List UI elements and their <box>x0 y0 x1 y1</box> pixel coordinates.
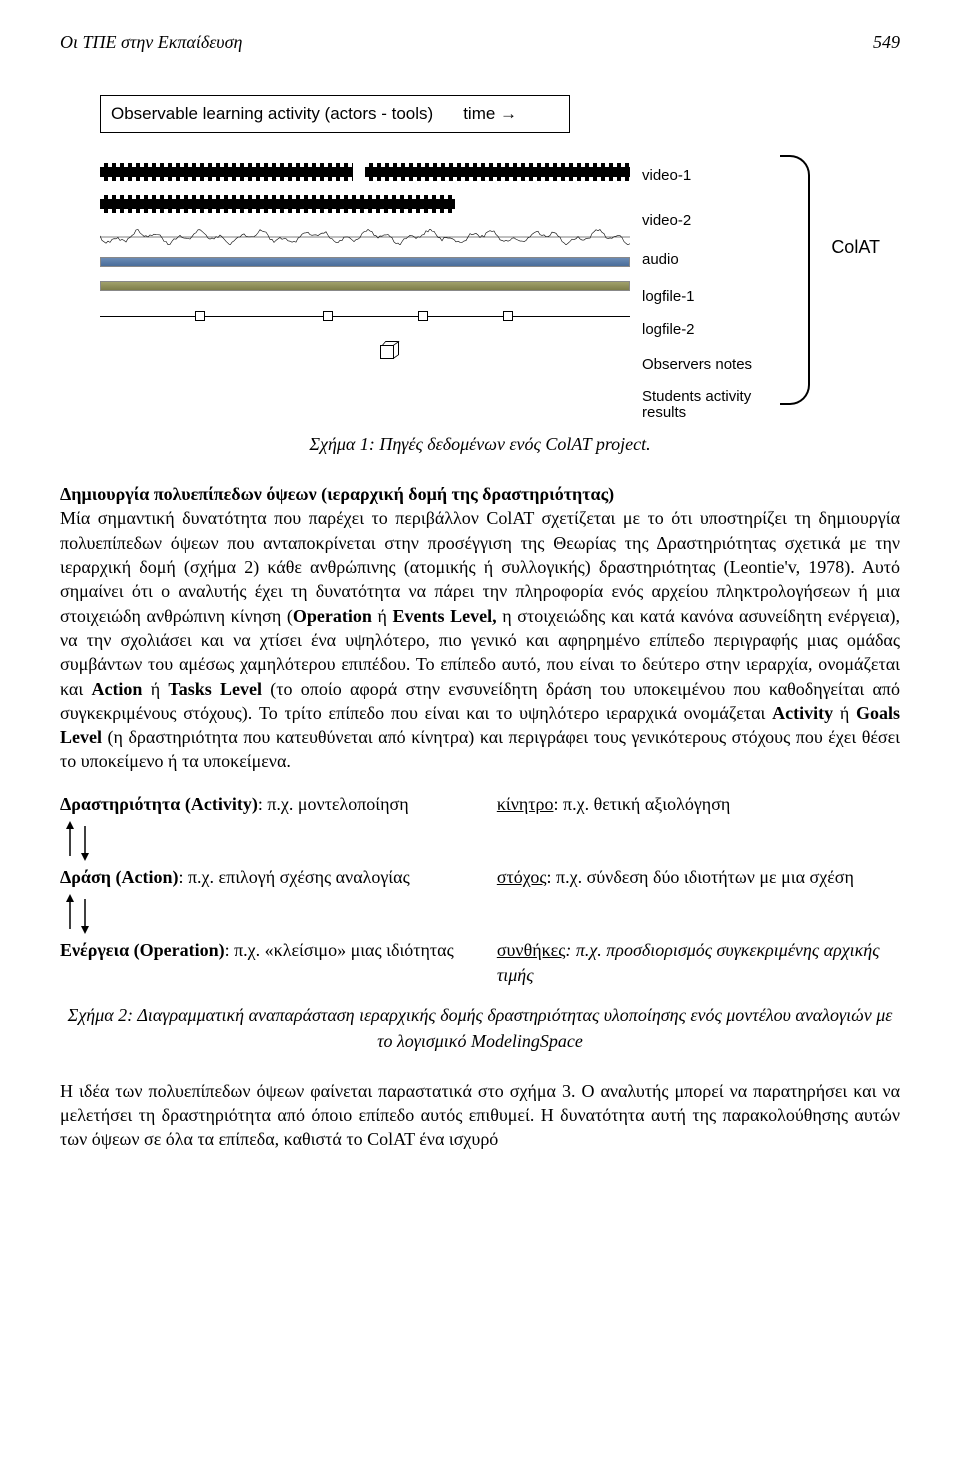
note-mark <box>503 311 513 321</box>
s2r1rr: : π.χ. θετική αξιολόγηση <box>554 794 731 814</box>
figure2-caption: Σχήμα 2: Διαγραμματική αναπαράσταση ιερα… <box>60 1003 900 1053</box>
observable-text: Observable learning activity (actors - t… <box>111 102 433 126</box>
s2r3lb: Ενέργεια (Operation) <box>60 940 225 960</box>
observable-box: Observable learning activity (actors - t… <box>100 95 570 133</box>
label-notes: Observers notes <box>642 354 762 375</box>
note-mark <box>418 311 428 321</box>
paragraph-1: Δημιουργία πολυεπίπεδων όψεων (ιεραρχική… <box>60 482 900 774</box>
p1-b4: Tasks Level <box>168 679 262 699</box>
note-mark <box>195 311 205 321</box>
logfile1-bar <box>100 257 630 267</box>
p1-b1: Operation <box>293 606 372 626</box>
s2r2ru: στόχος <box>497 867 547 887</box>
p1-suf: (η δραστηριότητα που κατευθύνεται από κί… <box>60 727 900 771</box>
p1-b3: Action <box>91 679 142 699</box>
arrows-2 <box>60 894 900 934</box>
label-logfile2: logfile-2 <box>642 319 762 340</box>
bracket <box>780 155 810 405</box>
label-logfile1: logfile-1 <box>642 286 762 307</box>
p1-m5: ή <box>833 703 856 723</box>
bracket-label: ColAT <box>831 235 880 260</box>
paragraph-2: Η ιδέα των πολυεπίπεδων όψεων φαίνεται π… <box>60 1079 900 1152</box>
audio-wave <box>100 227 630 243</box>
notes-line <box>100 305 630 317</box>
label-video2: video-2 <box>642 210 762 231</box>
film-video1-b <box>365 163 630 181</box>
film-video2 <box>100 195 455 213</box>
label-audio: audio <box>642 249 762 270</box>
arrows-1 <box>60 821 900 861</box>
s2r2lr: : π.χ. επιλογή σχέσης αναλογίας <box>178 867 409 887</box>
s2r2lb: Δράση (Action) <box>60 867 178 887</box>
s2r3ru: συνθήκες <box>497 940 566 960</box>
section1-title: Δημιουργία πολυεπίπεδων όψεων (ιεραρχική… <box>60 484 614 504</box>
schema-2: Δραστηριότητα (Activity): π.χ. μοντελοπο… <box>60 792 900 989</box>
p1-b5: Activity <box>772 703 833 723</box>
cube-icon <box>380 341 398 359</box>
label-results: Students activity results <box>642 389 762 422</box>
s2r3lr: : π.χ. «κλείσιμο» μιας ιδιότητας <box>225 940 454 960</box>
time-label: time → <box>463 102 517 126</box>
s2r2rr: : π.χ. σύνδεση δύο ιδιοτήτων με μια σχέσ… <box>546 867 853 887</box>
s2r1lb: Δραστηριότητα (Activity) <box>60 794 258 814</box>
p1-m3: ή <box>142 679 168 699</box>
p1-m1: ή <box>372 606 393 626</box>
header-right: 549 <box>873 30 900 55</box>
note-mark <box>323 311 333 321</box>
figure1-caption: Σχήμα 1: Πηγές δεδομένων ενός ColAT proj… <box>60 432 900 457</box>
s2r1lr: : π.χ. μοντελοποίηση <box>258 794 409 814</box>
logfile2-bar <box>100 281 630 291</box>
label-video1: video-1 <box>642 165 762 186</box>
header-left: Οι ΤΠΕ στην Εκπαίδευση <box>60 30 242 55</box>
p1-b2: Events Level, <box>393 606 497 626</box>
s2r1ru: κίνητρο <box>497 794 554 814</box>
film-video1-a <box>100 163 353 181</box>
figure-1: Observable learning activity (actors - t… <box>60 95 900 422</box>
